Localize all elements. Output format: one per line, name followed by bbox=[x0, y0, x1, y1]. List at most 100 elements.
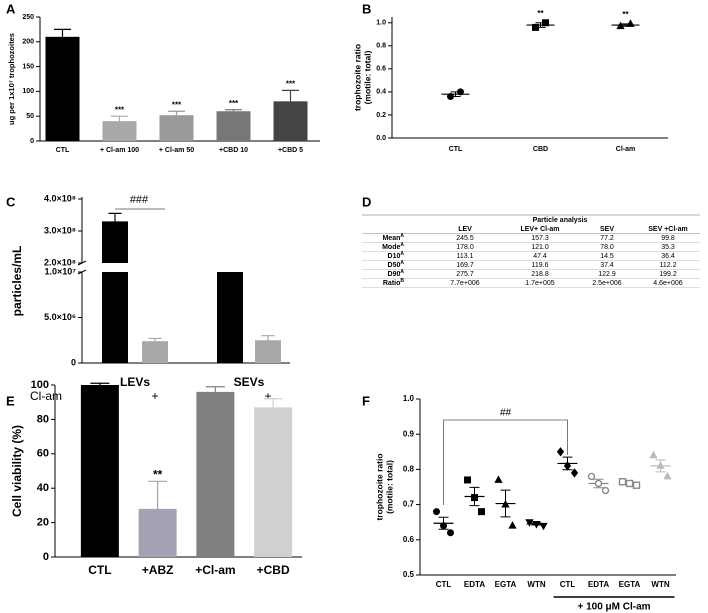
y-tick-label: 100 bbox=[31, 379, 49, 391]
table-title: Particle analysis bbox=[533, 217, 588, 224]
point bbox=[447, 93, 454, 101]
y-tick-label: 0.9 bbox=[403, 429, 415, 438]
group-label: + 100 μM Cl-am bbox=[577, 602, 650, 613]
panel-label: D bbox=[362, 194, 371, 209]
table-cell: 218.8 bbox=[531, 271, 549, 278]
table-cell: 14.5 bbox=[600, 253, 614, 260]
significance: *** bbox=[286, 80, 296, 89]
table-cell: 4.6e+006 bbox=[653, 280, 682, 287]
panel-label: B bbox=[362, 1, 371, 16]
table-cell: 36.4 bbox=[661, 253, 675, 260]
x-tick-label: EDTA bbox=[464, 580, 485, 589]
table-cell: 121.0 bbox=[531, 244, 549, 251]
point bbox=[494, 475, 503, 483]
error-bar bbox=[108, 212, 122, 222]
x-tick-label: +CBD 5 bbox=[278, 147, 303, 154]
x-tick-label: CTL bbox=[56, 147, 70, 154]
error-bar bbox=[205, 386, 225, 392]
bar bbox=[159, 115, 194, 141]
y-tick-label: 0.8 bbox=[403, 465, 415, 474]
point bbox=[656, 461, 665, 469]
y-tick-label: 1.0 bbox=[376, 20, 386, 27]
group-label: LEVs bbox=[120, 375, 150, 389]
bar bbox=[102, 221, 128, 363]
point bbox=[587, 472, 596, 481]
table-header: SEV bbox=[600, 226, 614, 233]
error-bar bbox=[90, 382, 110, 385]
y-tick-label: 0 bbox=[30, 138, 34, 145]
y-axis-title: Cell viability (%) bbox=[10, 425, 24, 517]
point bbox=[601, 486, 610, 495]
point bbox=[542, 19, 549, 27]
point bbox=[649, 450, 658, 459]
point bbox=[525, 519, 534, 527]
table-cell: 35.3 bbox=[661, 244, 675, 251]
x-tick-label: + bbox=[151, 389, 158, 403]
panel-label: C bbox=[6, 194, 16, 209]
error-bar bbox=[168, 110, 185, 116]
bar bbox=[255, 340, 281, 363]
x-tick-label: EGTA bbox=[495, 580, 517, 589]
x-tick-label: Cl-am bbox=[616, 146, 635, 153]
bar bbox=[138, 508, 177, 557]
row-label: D50 bbox=[388, 262, 401, 269]
y-tick-label: 0.7 bbox=[403, 500, 415, 509]
y-axis-title: particles/mL bbox=[10, 246, 24, 317]
table-cell: 199.2 bbox=[659, 271, 677, 278]
table-cell: 178.0 bbox=[456, 244, 474, 251]
y-tick-label: 0.6 bbox=[376, 66, 386, 73]
x-tick-label: + Cl-am 50 bbox=[159, 147, 194, 154]
error-bar bbox=[263, 398, 283, 408]
y-tick-label: 1.0 bbox=[403, 394, 415, 403]
point bbox=[501, 499, 510, 508]
y-tick-label: 50 bbox=[26, 113, 34, 120]
row-note: A bbox=[400, 260, 404, 266]
error-bar bbox=[282, 89, 299, 102]
point bbox=[626, 19, 635, 27]
point bbox=[663, 471, 672, 480]
x-tick-label: +ABZ bbox=[142, 563, 174, 577]
table-header: SEV +Cl-am bbox=[648, 226, 688, 233]
table-cell: 78.0 bbox=[600, 244, 614, 251]
table-cell: 7.7e+006 bbox=[450, 280, 479, 287]
error-bar bbox=[225, 109, 242, 112]
error-bar bbox=[261, 335, 275, 341]
annotation: ### bbox=[130, 194, 149, 206]
row-label: Mean bbox=[382, 235, 400, 242]
table-row-label: D90A bbox=[388, 269, 405, 278]
bar bbox=[254, 407, 293, 557]
y-tick-label: 0 bbox=[71, 357, 76, 367]
error-bar bbox=[148, 480, 168, 509]
y-tick-label: 1.0×10⁷ bbox=[45, 266, 77, 276]
y-tick-label: 100 bbox=[22, 88, 34, 95]
bar bbox=[80, 385, 119, 557]
y-tick-label: 0.2 bbox=[376, 112, 386, 119]
point bbox=[471, 494, 478, 502]
table-cell: 275.7 bbox=[456, 271, 474, 278]
x-tick-label: WTN bbox=[651, 580, 669, 589]
point bbox=[464, 476, 471, 484]
point bbox=[532, 23, 539, 31]
table-cell: 1.7e+005 bbox=[525, 280, 554, 287]
table-cell: 37.4 bbox=[600, 262, 614, 269]
table-row-label: D50A bbox=[388, 260, 405, 269]
y-tick-label: 5.0×10⁶ bbox=[44, 312, 76, 322]
bar bbox=[142, 341, 168, 363]
table-cell: 2.5e+006 bbox=[592, 280, 621, 287]
point bbox=[440, 522, 447, 530]
significance: ** bbox=[622, 10, 629, 19]
x-tick-label: +Cl-am bbox=[195, 563, 235, 577]
table-row-label: RatioB bbox=[383, 278, 405, 287]
x-tick-label: + Cl-am 100 bbox=[100, 147, 139, 154]
annotation-bracket bbox=[443, 419, 568, 505]
y-tick-label: 200 bbox=[22, 39, 34, 46]
row-note: B bbox=[400, 278, 404, 284]
row-label: Cl-am bbox=[30, 389, 62, 403]
panel-label: E bbox=[6, 393, 15, 408]
row-label: D10 bbox=[388, 253, 401, 260]
significance: *** bbox=[172, 100, 182, 109]
x-tick-label: + bbox=[264, 389, 271, 403]
table-header: LEV+ Cl-am bbox=[520, 226, 559, 233]
point bbox=[618, 478, 627, 486]
